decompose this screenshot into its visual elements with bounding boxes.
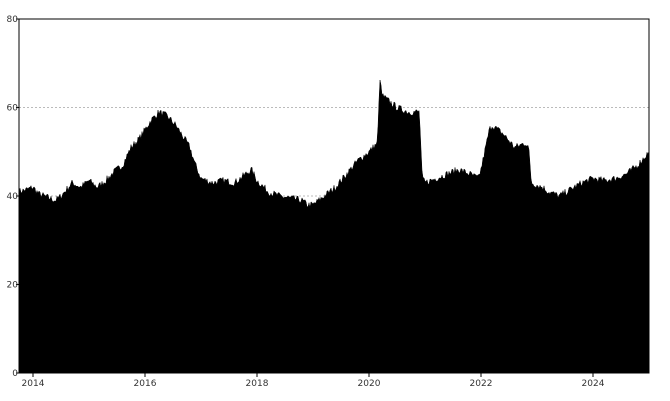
- x-tick-label-2014: 2014: [22, 379, 45, 389]
- y-axis: 0 20 40 60 80: [7, 15, 19, 379]
- x-tick-label-2016: 2016: [134, 379, 157, 389]
- y-tick-label-0: 0: [12, 369, 18, 379]
- x-tick-label-2020: 2020: [358, 379, 381, 389]
- x-tick-label-2022: 2022: [470, 379, 493, 389]
- area-series: [18, 79, 650, 374]
- y-tick-label-20: 20: [7, 281, 19, 291]
- x-axis: 2014 2016 2018 2020 2022 2024: [22, 373, 605, 389]
- x-tick-label-2018: 2018: [246, 379, 269, 389]
- y-tick-label-80: 80: [7, 15, 19, 25]
- y-tick-label-60: 60: [7, 104, 19, 114]
- y-tick-label-40: 40: [7, 192, 19, 202]
- x-tick-label-2024: 2024: [582, 379, 605, 389]
- area-fill: [18, 79, 650, 374]
